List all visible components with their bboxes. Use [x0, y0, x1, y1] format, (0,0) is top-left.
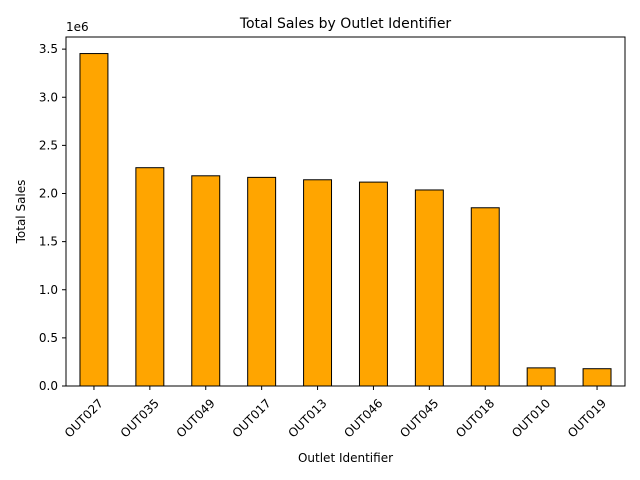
chart-title: Total Sales by Outlet Identifier [239, 16, 452, 32]
y-tick-label: 2.5 [39, 138, 58, 152]
bar-out013 [303, 179, 333, 387]
y-tick-label: 2.0 [39, 187, 58, 201]
y-tick-label: 3.5 [39, 42, 58, 56]
y-tick-label: 0.5 [39, 331, 58, 345]
plot-frame [65, 36, 626, 387]
bar-out019 [582, 368, 612, 387]
y-axis: 0.0 0.5 1.0 1.5 2.0 2.5 3.0 3.5 [39, 42, 66, 393]
x-tick-label: OUT017 [230, 396, 274, 440]
y-tick-label: 0.0 [39, 379, 58, 393]
bar-out017 [247, 176, 277, 387]
x-tick-label: OUT035 [118, 396, 162, 440]
x-tick-label: OUT018 [453, 396, 497, 440]
bar-out018 [470, 207, 500, 387]
y-axis-label: Total Sales [14, 180, 28, 245]
x-axis-label: Outlet Identifier [298, 451, 393, 465]
bar-out035 [135, 167, 165, 387]
x-axis: OUT027 OUT035 OUT049 OUT017 OUT013 OUT046 OUT0… [62, 386, 609, 440]
y-tick-label: 1.0 [39, 283, 58, 297]
bars-group [79, 53, 612, 387]
y-axis-offset-label: 1e6 [66, 20, 89, 34]
x-tick-label: OUT027 [62, 396, 106, 440]
bar-out049 [191, 175, 221, 387]
bar-out045 [414, 189, 444, 387]
x-tick-label: OUT045 [397, 396, 441, 440]
x-tick-label: OUT013 [285, 396, 329, 440]
x-tick-label: OUT049 [174, 396, 218, 440]
x-tick-label: OUT019 [565, 396, 609, 440]
bar-out046 [358, 181, 388, 387]
y-tick-label: 1.5 [39, 235, 58, 249]
bar-out027 [79, 53, 109, 387]
x-tick-label: OUT010 [509, 396, 553, 440]
y-tick-label: 3.0 [39, 90, 58, 104]
x-tick-label: OUT046 [341, 396, 385, 440]
bar-out010 [526, 367, 556, 387]
